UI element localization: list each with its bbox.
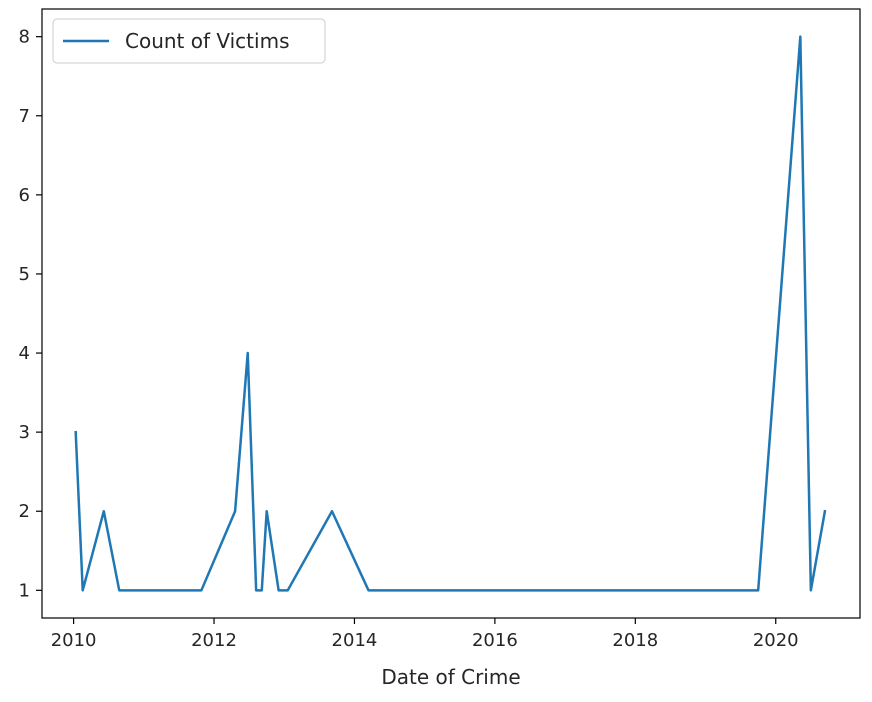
series-line-count-of-victims <box>74 35 827 592</box>
legend-label-count-of-victims: Count of Victims <box>125 29 289 53</box>
legend: Count of Victims <box>52 18 326 64</box>
legend-box <box>52 18 326 64</box>
y-tick-label-5: 5 <box>19 264 30 285</box>
plot-area <box>42 9 860 618</box>
y-axis: 1 2 3 4 5 6 7 8 <box>19 27 42 601</box>
y-tick-label-4: 4 <box>19 343 30 364</box>
series-layer <box>74 35 827 592</box>
y-tick-label-8: 8 <box>19 27 30 48</box>
y-tick-label-7: 7 <box>19 106 30 127</box>
axes-frame <box>41 8 861 619</box>
x-tick-label-2016: 2016 <box>472 630 518 651</box>
x-axis: 2010 2012 2014 2016 2018 2020 <box>51 618 799 651</box>
x-tick-label-2012: 2012 <box>191 630 237 651</box>
x-tick-label-2018: 2018 <box>612 630 658 651</box>
y-tick-label-2: 2 <box>19 501 30 522</box>
y-tick-label-6: 6 <box>19 185 30 206</box>
x-tick-label-2010: 2010 <box>51 630 97 651</box>
x-tick-label-2020: 2020 <box>753 630 799 651</box>
x-tick-label-2014: 2014 <box>332 630 378 651</box>
y-tick-label-1: 1 <box>19 580 30 601</box>
y-tick-label-3: 3 <box>19 422 30 443</box>
x-axis-label: Date of Crime <box>381 665 520 689</box>
